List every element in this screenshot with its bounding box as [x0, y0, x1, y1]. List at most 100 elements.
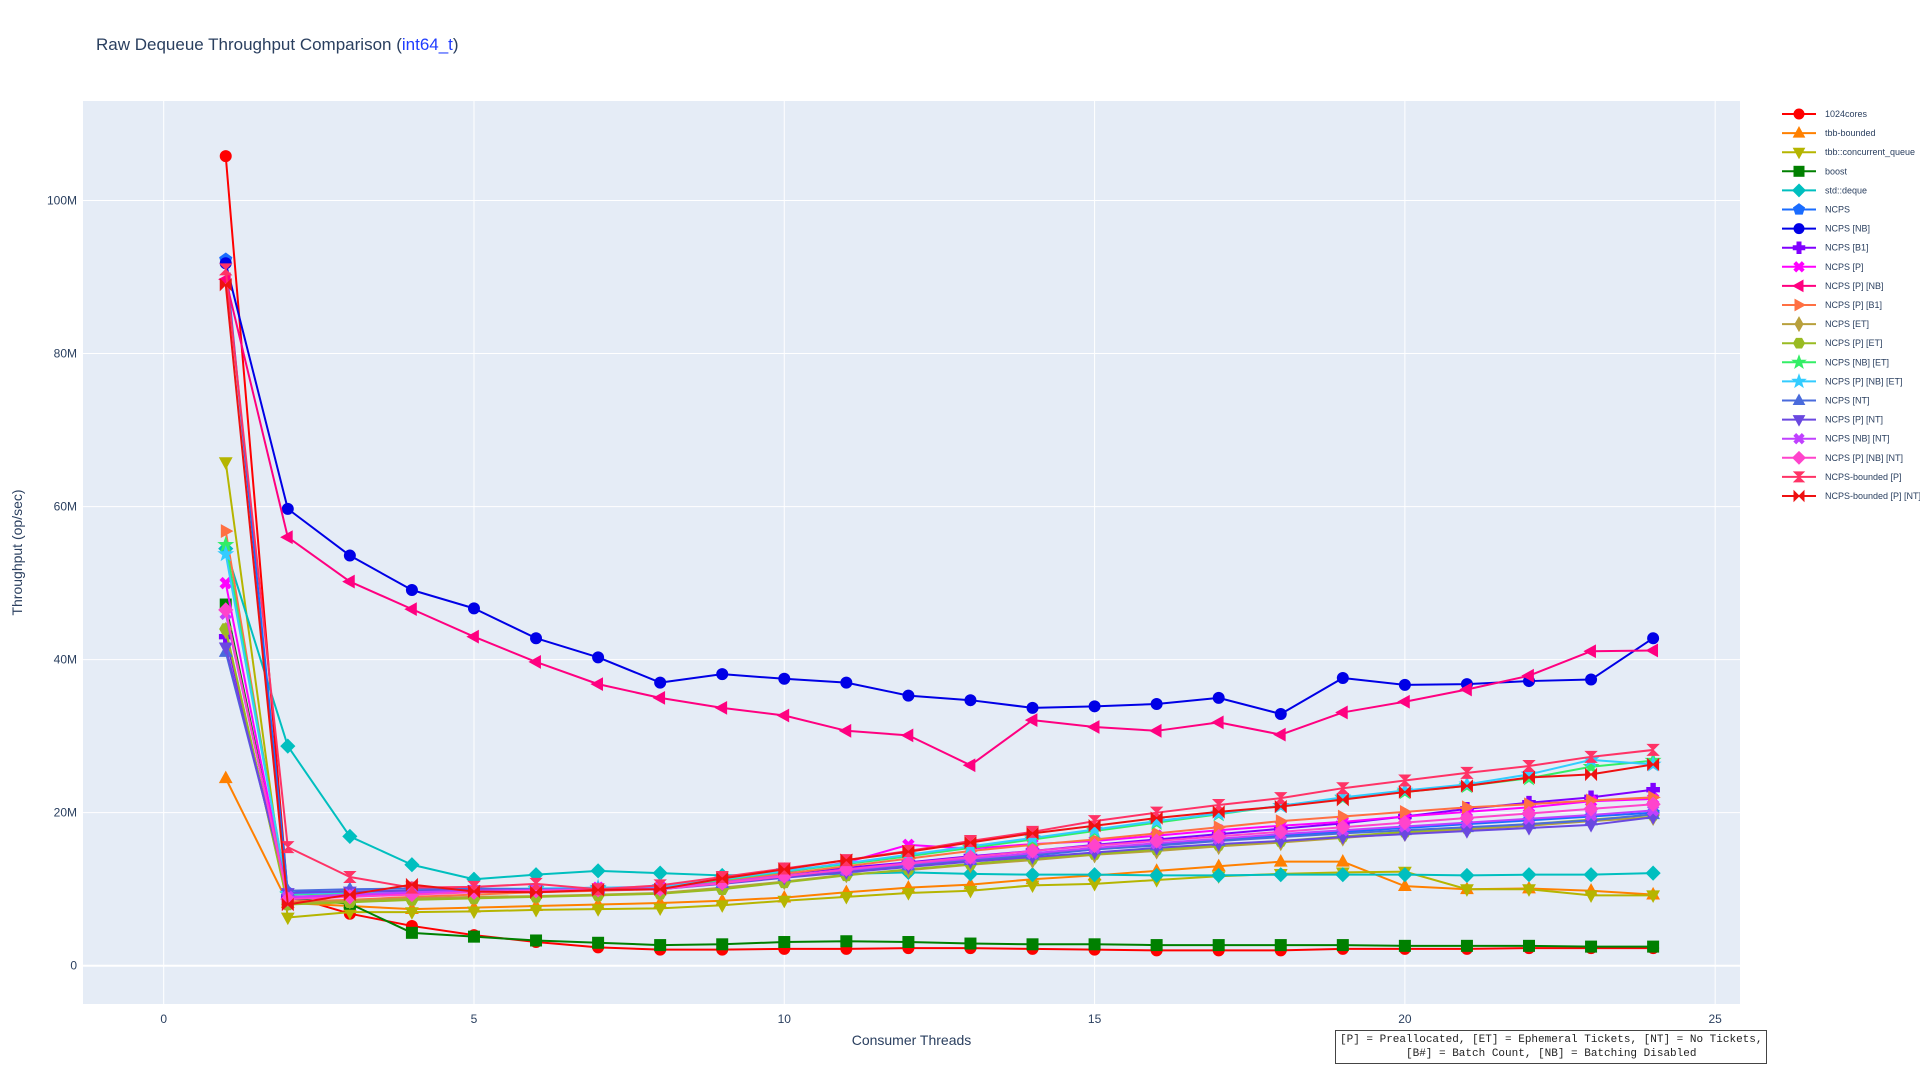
data-point: [1460, 779, 1473, 793]
data-point: [654, 882, 667, 896]
data-point: [840, 676, 853, 689]
data-point: [280, 738, 296, 754]
data-point: [467, 930, 480, 943]
legend-item[interactable]: std::deque: [1782, 183, 1867, 198]
data-point: [1793, 165, 1805, 177]
legend-item[interactable]: NCPS-bounded [P]: [1782, 471, 1902, 483]
legend-item[interactable]: tbb-bounded: [1782, 126, 1876, 138]
legend-item[interactable]: 1024cores: [1782, 108, 1868, 120]
data-point: [218, 602, 234, 618]
x-tick-label: 25: [1708, 1012, 1722, 1026]
data-point: [530, 934, 543, 947]
data-point: [1460, 884, 1474, 897]
data-point: [219, 263, 233, 276]
data-point: [281, 897, 294, 912]
data-point: [220, 524, 234, 538]
data-point: [1522, 770, 1535, 785]
data-point: [1273, 727, 1286, 742]
data-point: [1398, 939, 1411, 952]
data-point: [1397, 694, 1410, 709]
legend[interactable]: 1024corestbb-boundedtbb::concurrent_queu…: [1782, 108, 1920, 503]
legend-item[interactable]: boost: [1782, 165, 1848, 177]
data-point: [1337, 809, 1351, 824]
legend-item[interactable]: NCPS [P] [NB] [NT]: [1782, 450, 1903, 465]
data-point: [1521, 668, 1534, 683]
data-point: [591, 904, 605, 917]
legend-item[interactable]: NCPS [B1]: [1782, 241, 1869, 254]
data-point: [1150, 939, 1163, 952]
legend-item[interactable]: tbb::concurrent_queue: [1782, 147, 1915, 160]
axis-ticks: 0 5 10 15 20 25 0 20M 40M 60M 80M 100M: [47, 193, 1722, 1026]
legend-item[interactable]: NCPS: [1782, 203, 1850, 215]
data-point: [1212, 939, 1225, 952]
annotation-line-2: [B#] = Batch Count, [NB] = Batching Disa…: [1406, 1048, 1697, 1060]
legend-label: NCPS: [1825, 205, 1850, 215]
data-point: [1397, 867, 1413, 883]
data-point: [592, 936, 605, 949]
y-tick-label: 40M: [54, 653, 77, 667]
legend-item[interactable]: NCPS [NT]: [1782, 393, 1870, 406]
data-point-shape: [219, 576, 232, 590]
data-point: [1335, 867, 1351, 883]
data-point: [1794, 298, 1807, 312]
data-point: [1647, 632, 1660, 645]
legend-item[interactable]: NCPS [P] [B1]: [1782, 298, 1882, 312]
data-point: [1792, 415, 1806, 427]
data-point: [1335, 705, 1348, 720]
legend-item[interactable]: NCPS [P] [NT]: [1782, 415, 1883, 427]
data-point: [840, 935, 853, 948]
data-point: [1336, 792, 1349, 807]
legend-item[interactable]: NCPS [P] [NB]: [1782, 279, 1884, 293]
data-point: [654, 939, 667, 952]
legend-item[interactable]: NCPS-bounded [P] [NT]: [1782, 489, 1920, 503]
data-point: [1462, 800, 1475, 815]
series-20: [219, 277, 1660, 912]
data-point: [1274, 799, 1287, 814]
data-point: [467, 602, 480, 615]
data-point: [1585, 673, 1598, 686]
data-point: [342, 828, 358, 844]
legend-item[interactable]: NCPS [P] [NB] [ET]: [1782, 373, 1903, 389]
legend-item[interactable]: NCPS [P]: [1782, 258, 1864, 275]
data-point: [1582, 757, 1600, 774]
data-point: [1460, 826, 1474, 839]
legend-item[interactable]: NCPS [P] [ET]: [1782, 337, 1883, 349]
legend-label: NCPS [P] [NB] [ET]: [1825, 376, 1903, 386]
legend-label: NCPS-bounded [P]: [1825, 472, 1902, 482]
data-point: [1024, 867, 1041, 883]
annotation-line-1: [P] = Preallocated, [ET] = Ephemeral Tic…: [1340, 1034, 1763, 1046]
x-tick-label: 5: [471, 1012, 478, 1026]
legend-label: NCPS-bounded [P] [NT]: [1825, 491, 1920, 501]
data-point: [281, 502, 294, 515]
legend-item[interactable]: NCPS [ET]: [1782, 316, 1869, 333]
legend-item[interactable]: NCPS [NB] [NT]: [1782, 430, 1890, 447]
legend-item[interactable]: NCPS [NB] [ET]: [1782, 354, 1889, 369]
series-line: [224, 156, 1654, 952]
data-point: [405, 926, 418, 939]
data-point: [964, 937, 977, 950]
y-tick-label: 0: [70, 959, 77, 973]
data-point: [1086, 720, 1100, 734]
series-line: [224, 262, 1654, 715]
data-point: [1792, 241, 1806, 254]
x-tick-label: 0: [160, 1012, 167, 1026]
data-point: [1335, 854, 1350, 867]
data-point: [530, 632, 543, 645]
data-point: [1024, 843, 1041, 859]
series-layer: [217, 150, 1662, 957]
data-point: [592, 883, 605, 897]
legend-item[interactable]: NCPS [NB]: [1782, 223, 1870, 235]
data-point: [1646, 890, 1661, 903]
legend-label: boost: [1825, 166, 1848, 176]
data-point: [777, 895, 792, 909]
series-line: [224, 279, 1654, 767]
data-point: [530, 885, 543, 899]
chart-title-highlight: int64_t: [402, 35, 453, 54]
data-point: [280, 912, 295, 926]
data-point: [652, 691, 666, 705]
series-line: [224, 651, 1654, 892]
data-point: [1792, 203, 1806, 215]
data-point: [902, 845, 915, 859]
data-point: [218, 642, 233, 656]
data-point: [1212, 805, 1225, 819]
